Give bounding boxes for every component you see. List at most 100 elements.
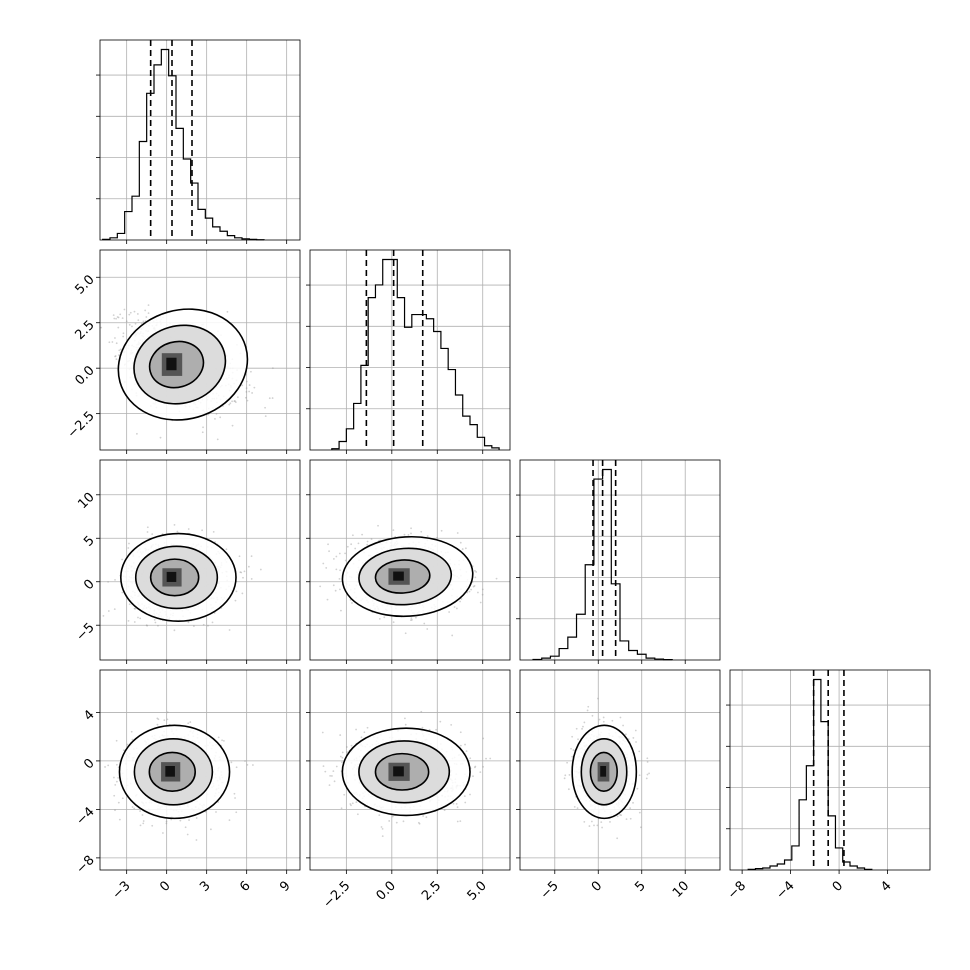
scatter-point [228, 629, 231, 631]
scatter-point [153, 618, 156, 621]
scatter-point [147, 304, 150, 307]
scatter-point [127, 619, 130, 622]
scatter-point [128, 542, 130, 545]
scatter-point [157, 624, 159, 627]
scatter-point [195, 839, 198, 841]
scatter-point [151, 533, 154, 536]
contour-line [148, 751, 196, 793]
scatter-point [495, 577, 498, 580]
scatter-point [356, 813, 359, 816]
scatter-point [455, 802, 458, 805]
scatter-point [425, 816, 428, 819]
scatter-point [133, 807, 136, 810]
scatter-point [118, 818, 121, 821]
scatter-point [128, 313, 131, 316]
scatter-point [131, 325, 133, 328]
scatter-point [351, 534, 354, 537]
scatter-point [404, 723, 407, 726]
scatter-point [100, 326, 103, 329]
scatter-point [202, 426, 204, 429]
scatter-point [187, 528, 190, 530]
scatter-point [248, 390, 251, 393]
contour-line [148, 340, 205, 389]
hist-panel-3: −8 −4 0 4 [725, 669, 931, 903]
scatter-point [470, 588, 473, 591]
scatter-point [351, 602, 353, 604]
scatter-point [209, 828, 212, 831]
scatter-point [322, 562, 325, 565]
scatter-point [411, 618, 413, 621]
scatter-point [455, 607, 458, 610]
scatter-point [328, 784, 331, 787]
scatter-point [402, 820, 405, 823]
scatter-point [134, 607, 137, 610]
contour-line [134, 545, 219, 610]
scatter-point [228, 819, 231, 822]
scatter-point [475, 571, 478, 573]
pair-content [104, 711, 254, 841]
scatter-point [107, 764, 110, 767]
scatter-point [117, 776, 120, 779]
scatter-point [421, 726, 424, 729]
scatter-point [125, 320, 128, 323]
scatter-point [231, 424, 234, 427]
scatter-point [366, 540, 369, 543]
scatter-point [159, 436, 162, 439]
scatter-point [392, 621, 395, 624]
scatter-point [250, 555, 253, 558]
scatter-point [215, 811, 217, 813]
scatter-point [459, 541, 462, 544]
scatter-point [332, 558, 335, 560]
scatter-point [344, 559, 347, 562]
scatter-point [117, 801, 120, 804]
scatter-point [115, 317, 117, 320]
scatter-point [451, 634, 454, 637]
scatter-point [146, 526, 149, 529]
scatter-point [154, 621, 157, 624]
scatter-point [142, 320, 145, 323]
scatter-point [346, 751, 349, 754]
scatter-point [244, 396, 247, 399]
scatter-point [332, 584, 335, 587]
scatter-point [468, 590, 471, 593]
scatter-point [423, 622, 426, 625]
scatter-point [128, 323, 131, 326]
scatter-point [235, 811, 238, 814]
hist-step-line [747, 678, 873, 870]
scatter-point [409, 619, 412, 622]
scatter-point [165, 822, 168, 825]
scatter-point [113, 776, 115, 779]
scatter-point [392, 529, 395, 532]
scatter-point [146, 624, 149, 627]
scatter-point [246, 399, 249, 402]
scatter-point [324, 770, 327, 773]
contour-line [118, 724, 231, 820]
scatter-point [104, 766, 106, 768]
contour-line [149, 558, 200, 597]
contour-line [119, 532, 237, 623]
scatter-point [230, 761, 233, 764]
scatter-point [338, 577, 341, 580]
scatter-point [162, 832, 164, 834]
contour-line [374, 559, 431, 594]
scatter-point [166, 711, 169, 714]
scatter-point [176, 530, 179, 533]
scatter-point [410, 527, 412, 530]
scatter-point [187, 621, 190, 624]
scatter-point [219, 416, 222, 419]
pair-panel-2-1 [306, 459, 511, 664]
scatter-point [439, 720, 442, 723]
scatter-point [426, 628, 429, 630]
scatter-point [147, 312, 150, 315]
scatter-point [420, 530, 423, 533]
contour-line [358, 547, 453, 606]
scatter-point [459, 744, 462, 747]
scatter-point [354, 547, 357, 550]
axes-frame [309, 459, 511, 661]
scatter-point [377, 524, 379, 527]
scatter-point [243, 570, 246, 573]
scatter-point [235, 590, 238, 593]
